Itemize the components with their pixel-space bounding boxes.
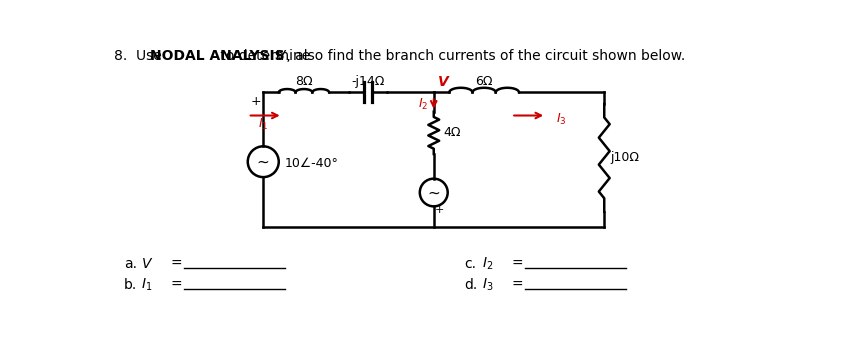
- Text: to determine: to determine: [216, 48, 314, 62]
- Text: ~: ~: [428, 186, 440, 201]
- Text: b.: b.: [124, 278, 137, 292]
- Text: a.: a.: [124, 257, 137, 271]
- Text: =: =: [511, 278, 523, 292]
- Text: j10Ω: j10Ω: [611, 151, 639, 164]
- Text: , also find the branch currents of the circuit shown below.: , also find the branch currents of the c…: [282, 48, 685, 62]
- Text: V: V: [275, 48, 285, 62]
- Text: +: +: [250, 95, 261, 108]
- Text: c.: c.: [465, 257, 477, 271]
- Text: $I_2$: $I_2$: [481, 256, 493, 272]
- Text: $I_1$: $I_1$: [258, 117, 268, 132]
- Text: ~: ~: [257, 155, 269, 170]
- Text: 6Ω: 6Ω: [475, 75, 493, 88]
- Text: 8.  Use: 8. Use: [114, 48, 166, 62]
- Text: +: +: [436, 205, 444, 215]
- Text: -j14Ω: -j14Ω: [352, 75, 385, 88]
- Text: V: V: [437, 74, 449, 89]
- Text: =: =: [171, 278, 182, 292]
- Text: 8Ω: 8Ω: [295, 75, 313, 88]
- Text: =: =: [511, 257, 523, 271]
- Text: $I_1$: $I_1$: [141, 277, 152, 293]
- Text: NODAL ANALYSIS: NODAL ANALYSIS: [151, 48, 285, 62]
- Text: 4Ω: 4Ω: [443, 126, 461, 139]
- Text: $I_3$: $I_3$: [481, 277, 494, 293]
- Text: $V$: $V$: [141, 257, 153, 271]
- Text: d.: d.: [465, 278, 478, 292]
- Text: 10∠-40°: 10∠-40°: [285, 157, 339, 170]
- Text: =: =: [171, 257, 182, 271]
- Text: $I_2$: $I_2$: [417, 96, 428, 112]
- Text: $I_3$: $I_3$: [556, 112, 567, 127]
